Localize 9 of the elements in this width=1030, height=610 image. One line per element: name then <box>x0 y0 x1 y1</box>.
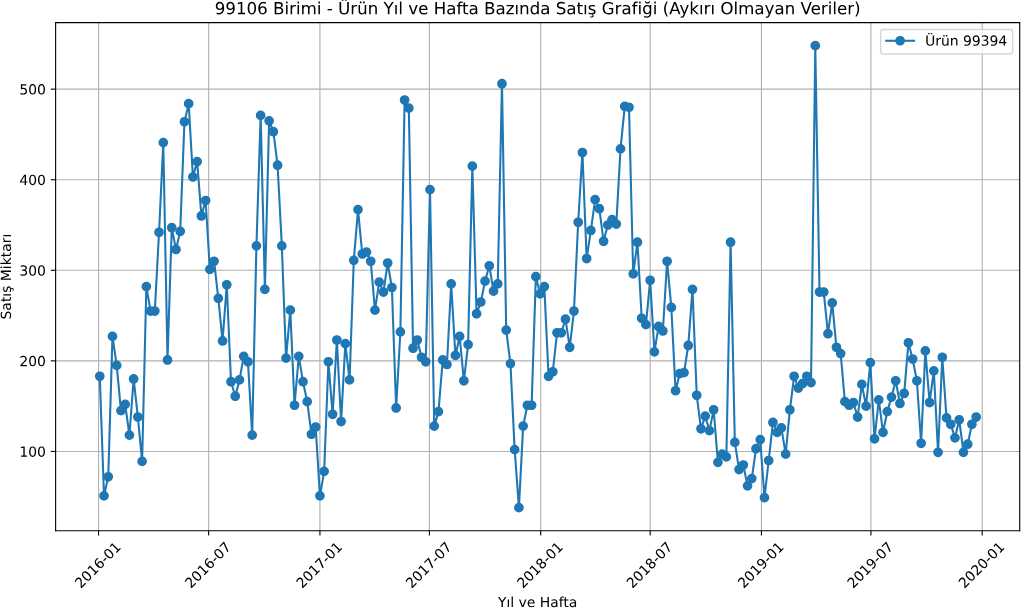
y-axis-title: Satış Miktarı <box>0 235 14 319</box>
y-tick-label: 300 <box>20 265 45 276</box>
y-tick-label: 500 <box>20 84 45 95</box>
y-tick-label: 400 <box>20 174 45 186</box>
x-axis-title: Yıl ve Hafta <box>497 596 577 608</box>
y-tick-label: 100 <box>20 446 45 457</box>
legend-label: Ürün 99394 <box>926 32 1007 46</box>
y-tick-label: 200 <box>20 355 45 367</box>
chart-title: 99106 Birimi - Ürün Yıl ve Hafta Bazında Satış Grafiği (Aykırı Olmayan Veriler) <box>215 0 860 18</box>
